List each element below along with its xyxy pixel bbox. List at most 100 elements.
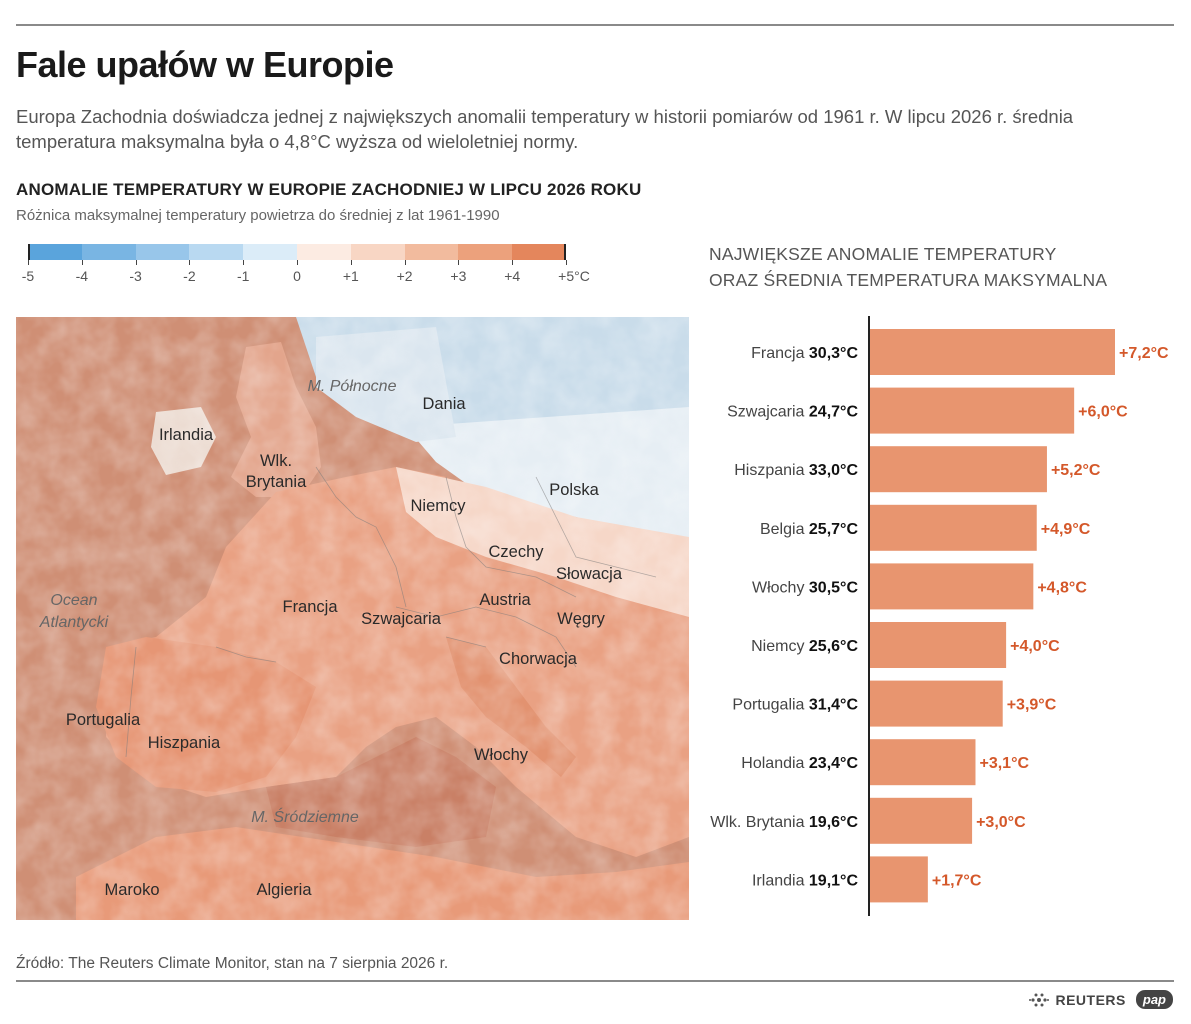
bar-category-label: Włochy 30,5°C — [752, 579, 858, 596]
country-label-switzerland: Szwajcaria — [361, 610, 441, 628]
bar-value-label: +7,2°C — [1119, 345, 1169, 362]
bar — [870, 856, 928, 903]
country-label-portugal: Portugalia — [65, 711, 141, 729]
color-scale-label: 0 — [293, 268, 301, 284]
map-texture — [16, 317, 689, 920]
color-scale-label: -1 — [236, 268, 250, 284]
bar-value-label: +3,1°C — [979, 755, 1029, 772]
page-title: Fale upałów w Europie — [16, 44, 394, 85]
bar — [870, 387, 1075, 434]
color-scale-tick — [566, 260, 567, 265]
reuters-text: REUTERS — [1055, 991, 1126, 1008]
country-label-spain: Hiszpania — [147, 734, 221, 752]
color-scale-tick — [243, 260, 245, 265]
bar-category-label: Szwajcaria 24,7°C — [727, 404, 858, 421]
color-scale-cell — [243, 244, 298, 260]
bar — [870, 739, 976, 786]
country-label-hungary: Węgry — [557, 610, 605, 628]
bar-value-label: +1,7°C — [932, 872, 982, 889]
color-scale-tick — [28, 260, 29, 265]
pap-logo: pap — [1135, 990, 1173, 1009]
bar-value-label: +3,0°C — [976, 814, 1026, 831]
bar-category-label: Francja 30,3°C — [751, 345, 858, 362]
color-scale-cell — [189, 244, 244, 260]
bar-value-label: +5,2°C — [1051, 462, 1101, 479]
anomaly-map: M. Północne Ocean Atlantycki M. Śródziem… — [16, 317, 689, 920]
bar — [870, 680, 1003, 727]
color-scale-cell — [512, 244, 567, 260]
bar-value-label: +3,9°C — [1007, 697, 1057, 714]
sea-label-atlantic-1: Ocean — [50, 592, 98, 609]
bar-value-label: +4,9°C — [1041, 521, 1091, 538]
color-scale — [28, 244, 567, 260]
country-label-great-britain: Wlk. Brytania — [245, 452, 307, 491]
bar-chart-title: NAJWIĘKSZE ANOMALIE TEMPERATURY ORAZ ŚRE… — [709, 241, 1107, 293]
country-label-germany: Niemcy — [410, 497, 466, 515]
bar — [870, 797, 973, 844]
bar-category-label: Holandia 23,4°C — [741, 755, 858, 772]
color-scale-label: +4 — [504, 268, 521, 284]
color-scale-cell — [458, 244, 513, 260]
color-scale-tick — [350, 260, 352, 265]
bar-chart-title-line2: ORAZ ŚREDNIA TEMPERATURA MAKSYMALNA — [709, 270, 1108, 290]
reuters-dots-icon — [1029, 993, 1050, 1006]
bar-category-label: Irlandia 19,1°C — [752, 872, 858, 889]
country-label-italy: Włochy — [473, 746, 529, 764]
color-scale-tick — [458, 260, 460, 265]
bar-value-label: +4,8°C — [1037, 579, 1087, 596]
bar — [870, 563, 1034, 610]
logos: REUTERS pap — [1028, 990, 1173, 1009]
country-label-czechia: Czechy — [488, 543, 544, 561]
color-scale-label: -3 — [129, 268, 142, 284]
color-scale-tick — [404, 260, 406, 265]
country-label-algeria: Algieria — [256, 881, 312, 899]
bar-category-label: Wlk. Brytania 19,6°C — [710, 814, 858, 831]
color-scale-cell — [350, 244, 406, 260]
bar-category-label: Hiszpania 33,0°C — [734, 462, 858, 479]
bar-category-label: Belgia 25,7°C — [760, 521, 858, 538]
country-label-morocco: Maroko — [104, 881, 160, 899]
country-label-croatia: Chorwacja — [499, 650, 577, 668]
reuters-logo: REUTERS — [1028, 991, 1125, 1009]
source-note: Źródło: The Reuters Climate Monitor, sta… — [16, 955, 449, 972]
bar — [870, 329, 1115, 375]
color-scale-cell — [28, 244, 83, 260]
top-rule — [16, 24, 1174, 26]
bottom-rule — [16, 980, 1174, 982]
country-label-denmark: Dania — [422, 395, 466, 413]
bar-chart-title-line1: NAJWIĘKSZE ANOMALIE TEMPERATURY — [709, 244, 1057, 264]
color-scale-cell — [404, 244, 459, 260]
color-scale-label: +1 — [342, 268, 359, 284]
color-scale-cell — [297, 244, 352, 260]
sea-label-mediterranean: M. Śródziemne — [251, 809, 359, 826]
map-graphic — [16, 317, 689, 920]
color-scale-tick — [297, 260, 298, 265]
sea-label-north: M. Północne — [307, 378, 397, 395]
color-scale-cell — [135, 244, 190, 260]
color-scale-label: -2 — [183, 268, 196, 284]
bar — [870, 622, 1007, 668]
sea-label-atlantic-2: Atlantycki — [39, 614, 109, 631]
country-borders — [125, 466, 657, 758]
color-scale-cell — [81, 244, 137, 260]
color-scale-label: -5 — [21, 268, 35, 284]
color-scale-tick — [189, 260, 191, 265]
color-scale-end-tick — [28, 244, 30, 260]
color-scale-tick — [135, 260, 137, 265]
country-label-slovakia: Słowacja — [555, 565, 623, 583]
color-scale-end-tick — [564, 244, 566, 260]
bar — [870, 504, 1037, 551]
color-scale-tick — [512, 260, 514, 265]
color-scale-label: -4 — [75, 268, 89, 284]
country-label-france: Francja — [282, 598, 338, 616]
lead-text: Europa Zachodnia doświadcza jednej z naj… — [16, 106, 1074, 152]
bar — [870, 446, 1047, 493]
bar-value-label: +6,0°C — [1078, 404, 1128, 421]
color-scale-label: +5°C — [558, 268, 590, 284]
color-scale-label: +2 — [396, 268, 413, 284]
country-label-poland: Polska — [549, 481, 599, 499]
map-title: ANOMALIE TEMPERATURY W EUROPIE ZACHODNIE… — [16, 180, 642, 199]
country-label-ireland: Irlandia — [158, 426, 214, 444]
color-scale-tick — [81, 260, 83, 265]
color-scale-label: +3 — [450, 268, 467, 284]
